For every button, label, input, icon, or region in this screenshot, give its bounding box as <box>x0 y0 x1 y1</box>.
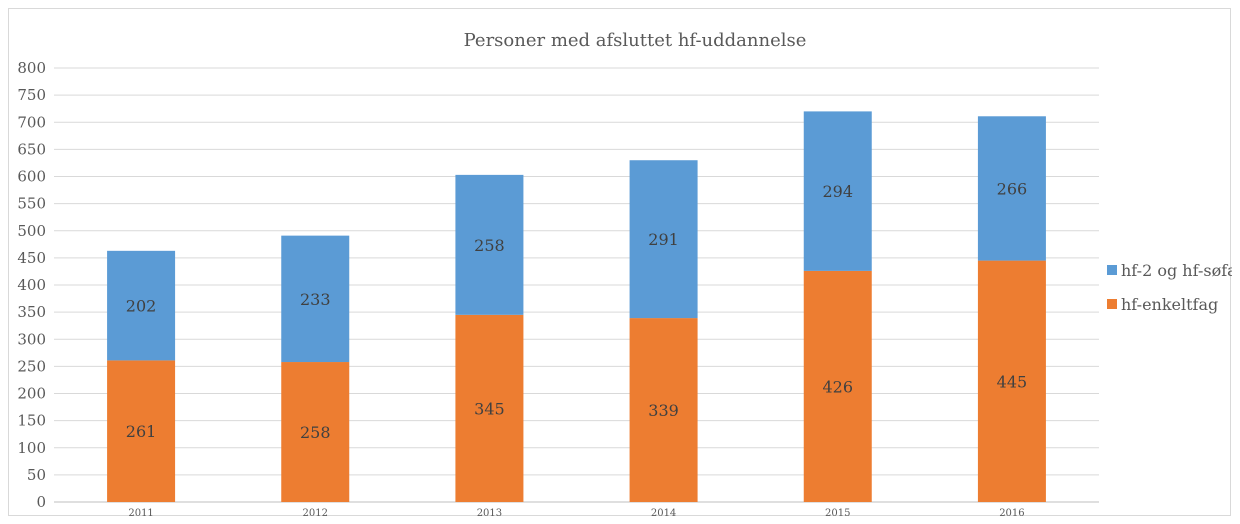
data-label: 202 <box>126 297 157 316</box>
data-label: 258 <box>300 423 331 442</box>
y-tick-label: 150 <box>17 412 46 430</box>
y-axis-ticks: 0 50 100 150 200 250 300 350 400 450 500 550 600 650 7… <box>17 59 46 511</box>
data-label: 426 <box>822 377 853 396</box>
legend-label: hf-enkeltfag <box>1121 295 1218 314</box>
data-label: 345 <box>474 399 505 418</box>
data-label: 266 <box>997 179 1028 198</box>
data-label: 258 <box>474 236 505 255</box>
y-tick-label: 500 <box>17 222 46 240</box>
x-tick-label: 2016 <box>999 508 1024 517</box>
y-tick-label: 450 <box>17 249 46 267</box>
bar-segment <box>629 318 698 502</box>
bar-segment <box>455 174 524 315</box>
x-tick-label: 2013 <box>477 508 502 517</box>
x-tick-label: 2014 <box>651 508 676 517</box>
legend-label: hf-2 og hf-søfart <box>1121 261 1232 280</box>
chart-title: Personer med afsluttet hf-uddannelse <box>464 30 807 51</box>
data-label: 261 <box>126 422 157 441</box>
y-tick-label: 200 <box>17 385 46 403</box>
bars: 261 202 258 233 345 258 339 291 426 294 445 266 <box>107 111 1046 502</box>
data-label: 339 <box>648 401 679 420</box>
data-label: 291 <box>648 230 679 249</box>
chart-svg: Personer med afsluttet hf-uddannelse 0 50… <box>17 30 1232 517</box>
y-tick-label: 700 <box>17 113 46 131</box>
y-tick-label: 300 <box>17 330 46 348</box>
legend-swatch <box>1107 299 1117 309</box>
bar-segment <box>107 360 176 502</box>
x-axis-ticks: 2011 2012 2013 2014 2015 2016 <box>128 508 1024 517</box>
y-tick-label: 0 <box>36 493 46 511</box>
bar-segment <box>977 116 1046 261</box>
bar-segment <box>629 160 698 319</box>
bar-segment <box>281 235 350 363</box>
data-label: 294 <box>822 182 853 201</box>
y-tick-label: 100 <box>17 439 46 457</box>
bar-segment <box>107 250 176 361</box>
legend: hf-2 og hf-søfart hf-enkeltfag <box>1107 261 1232 314</box>
x-tick-label: 2011 <box>128 508 153 517</box>
bar-segment <box>803 111 872 271</box>
y-tick-label: 50 <box>27 466 46 484</box>
y-tick-label: 650 <box>17 140 46 158</box>
y-tick-label: 400 <box>17 276 46 294</box>
bar-segment <box>977 260 1046 502</box>
data-label: 233 <box>300 290 331 309</box>
x-tick-label: 2012 <box>303 508 328 517</box>
y-tick-label: 350 <box>17 303 46 321</box>
bar-segment <box>455 314 524 502</box>
y-tick-label: 600 <box>17 168 46 186</box>
x-tick-label: 2015 <box>825 508 850 517</box>
y-tick-label: 550 <box>17 195 46 213</box>
y-tick-label: 250 <box>17 357 46 375</box>
y-tick-label: 800 <box>17 59 46 77</box>
bar-segment <box>803 270 872 502</box>
y-tick-label: 750 <box>17 86 46 104</box>
data-label: 445 <box>997 372 1028 391</box>
chart-frame: Personer med afsluttet hf-uddannelse 0 50… <box>8 8 1232 517</box>
legend-swatch <box>1107 265 1117 275</box>
gridlines <box>54 67 1099 503</box>
bar-segment <box>281 362 350 502</box>
